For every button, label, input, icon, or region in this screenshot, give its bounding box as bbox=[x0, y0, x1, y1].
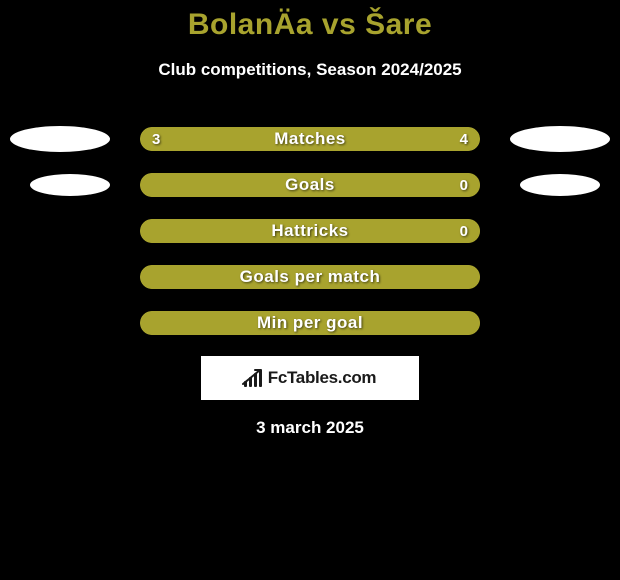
stat-label: Goals per match bbox=[140, 265, 480, 289]
stat-bar: Hattricks0 bbox=[140, 219, 480, 243]
stat-label: Matches bbox=[140, 127, 480, 151]
stat-value-right: 0 bbox=[460, 219, 468, 243]
comparison-card: BolanÄa vs Šare Club competitions, Seaso… bbox=[0, 0, 620, 438]
bar-chart-icon bbox=[244, 369, 262, 387]
brand-card[interactable]: FcTables.com bbox=[201, 356, 419, 400]
comparison-rows: Matches34Goals0Hattricks0Goals per match… bbox=[0, 116, 620, 346]
comparison-row: Goals per match bbox=[0, 254, 620, 300]
stat-value-right: 0 bbox=[460, 173, 468, 197]
player-right-marker bbox=[520, 174, 600, 196]
comparison-row: Matches3 4 bbox=[0, 116, 620, 162]
comparison-row: Goals0 bbox=[0, 162, 620, 208]
player-left-marker bbox=[30, 174, 110, 196]
stat-label: Goals bbox=[140, 173, 480, 197]
page-title: BolanÄa vs Šare bbox=[0, 8, 620, 42]
stat-bar: Goals0 bbox=[140, 173, 480, 197]
stat-value-left: 3 bbox=[152, 127, 160, 151]
comparison-row: Min per goal bbox=[0, 300, 620, 346]
stat-label: Hattricks bbox=[140, 219, 480, 243]
stat-label: Min per goal bbox=[140, 311, 480, 335]
stat-bar: Min per goal bbox=[140, 311, 480, 335]
comparison-row: Hattricks0 bbox=[0, 208, 620, 254]
date: 3 march 2025 bbox=[0, 418, 620, 438]
brand-text: FcTables.com bbox=[268, 368, 377, 388]
stat-bar: Matches3 4 bbox=[140, 127, 480, 151]
player-right-marker bbox=[510, 126, 610, 152]
player-left-marker bbox=[10, 126, 110, 152]
stat-value-right: 4 bbox=[460, 127, 468, 151]
subtitle: Club competitions, Season 2024/2025 bbox=[0, 60, 620, 80]
stat-bar: Goals per match bbox=[140, 265, 480, 289]
